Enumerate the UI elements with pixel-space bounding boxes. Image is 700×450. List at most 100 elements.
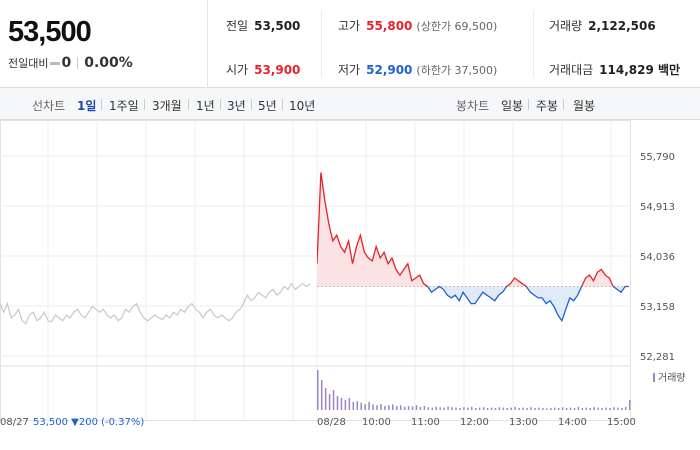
candle-weekly[interactable]: 주봉 (536, 99, 559, 113)
period-5y[interactable]: 5년 (258, 99, 277, 113)
price-plot (0, 172, 629, 325)
divider (528, 99, 529, 110)
stat-trade-value: 거래대금 114,829 백만 (549, 61, 680, 78)
volume-bar (490, 407, 493, 410)
volume-bar (613, 407, 615, 410)
stat-value: 2,122,506 (588, 19, 656, 33)
today-line-up (317, 172, 629, 287)
volume-bar (526, 408, 528, 410)
stat-low: 저가 52,900 (하한가 37,500) (338, 61, 497, 78)
volume-bar (384, 406, 386, 410)
volume-bar (593, 407, 595, 410)
volume-bar (514, 406, 516, 410)
upper-limit: (상한가 69,500) (416, 20, 498, 33)
volume-bar (617, 407, 619, 410)
stat-value: 53,500 (254, 19, 301, 33)
lower-limit: (하한가 37,500) (416, 64, 498, 77)
stat-label: 저가 (338, 63, 361, 77)
divider (321, 10, 322, 78)
volume-bar (498, 407, 501, 410)
divider (101, 99, 102, 110)
period-3m[interactable]: 3개월 (152, 99, 182, 113)
divider (188, 99, 189, 110)
volume-bar (550, 408, 552, 410)
period-10y[interactable]: 10년 (289, 99, 316, 113)
volume-bar (471, 406, 473, 410)
volume-bar (320, 380, 323, 410)
volume-bar (522, 407, 524, 410)
chart-period-bar: 선차트 1일 1주일 3개월 1년 3년 5년 10년 봉차트 일봉 주봉 월봉 (0, 88, 700, 120)
stat-high: 고가 55,800 (상한가 69,500) (338, 17, 497, 34)
period-1w[interactable]: 1주일 (109, 99, 139, 113)
stat-label: 거래대금 (549, 63, 594, 77)
volume-bar (348, 398, 351, 410)
volume-bar (538, 407, 540, 410)
volume-bar (585, 407, 588, 410)
volume-bar (518, 408, 520, 410)
prev-day-line (0, 282, 311, 325)
volume-bar (427, 407, 430, 410)
intraday-price-chart: 55,790 54,913 54,036 53,158 52,281 거래량 08/27 53… (0, 120, 686, 428)
divider (282, 99, 283, 110)
volume-bar (605, 407, 607, 410)
volume-bar (435, 406, 437, 410)
stat-label: 전일 (226, 19, 249, 33)
volume-bar (376, 405, 378, 410)
volume-bar (629, 400, 631, 410)
volume-bar (455, 407, 457, 410)
volume-bar (372, 404, 374, 410)
volume-bar (317, 370, 319, 410)
volume-bar (534, 408, 536, 410)
volume-bar (546, 408, 548, 410)
volume-bar (415, 405, 418, 410)
volume-bar (510, 407, 513, 410)
stat-open: 시가 53,900 (226, 61, 300, 78)
volume-bar (553, 407, 556, 410)
volume-bar (392, 404, 394, 410)
volume-bar (368, 402, 370, 410)
volume-bar (407, 406, 410, 410)
volume-bar (431, 407, 434, 410)
y-tick-label: 52,281 (640, 352, 675, 363)
period-3y[interactable]: 3년 (227, 99, 246, 113)
stat-prev-close: 전일 53,500 (226, 17, 300, 34)
volume-bar (625, 406, 627, 410)
period-1d[interactable]: 1일 (77, 99, 97, 113)
volume-bar (557, 408, 560, 410)
volume-plot (317, 370, 631, 410)
diff-value: 0 (61, 55, 72, 71)
volume-bar (419, 406, 422, 410)
stat-value: 53,900 (254, 63, 301, 77)
volume-bar (565, 408, 568, 410)
volume-bar (494, 408, 497, 410)
prev-day-info: 53,500 ▼200 (-0.37%) (33, 417, 144, 428)
divider (533, 10, 534, 78)
stat-volume: 거래량 2,122,506 (549, 17, 656, 34)
up-area (317, 172, 629, 287)
x-tick-label: 08/28 (317, 417, 346, 428)
stats-grid: 전일 53,500 고가 55,800 (상한가 69,500) 거래량 2,122,5… (208, 0, 700, 88)
chart-grid (0, 120, 631, 421)
x-tick-label: 10:00 (362, 417, 391, 428)
volume-bar (581, 408, 584, 410)
candle-daily[interactable]: 일봉 (501, 99, 524, 113)
candle-monthly[interactable]: 월봉 (573, 99, 596, 113)
period-1y[interactable]: 1년 (196, 99, 215, 113)
stat-label: 고가 (338, 19, 361, 33)
x-tick-label: 11:00 (411, 417, 440, 428)
volume-bar (459, 408, 461, 410)
divider (144, 99, 145, 110)
divider (563, 99, 564, 110)
divider (251, 99, 252, 110)
volume-bar (486, 408, 489, 410)
volume-bar (478, 407, 481, 410)
volume-bar (482, 407, 485, 410)
plot-frame (0, 120, 631, 421)
stat-label: 거래량 (549, 19, 583, 33)
prev-day-date-label: 08/27 (0, 417, 29, 428)
volume-bar (423, 406, 426, 410)
volume-bar (399, 405, 402, 410)
x-tick-label: 15:00 (607, 417, 636, 428)
volume-bar (411, 406, 414, 410)
volume-bar (356, 401, 358, 410)
